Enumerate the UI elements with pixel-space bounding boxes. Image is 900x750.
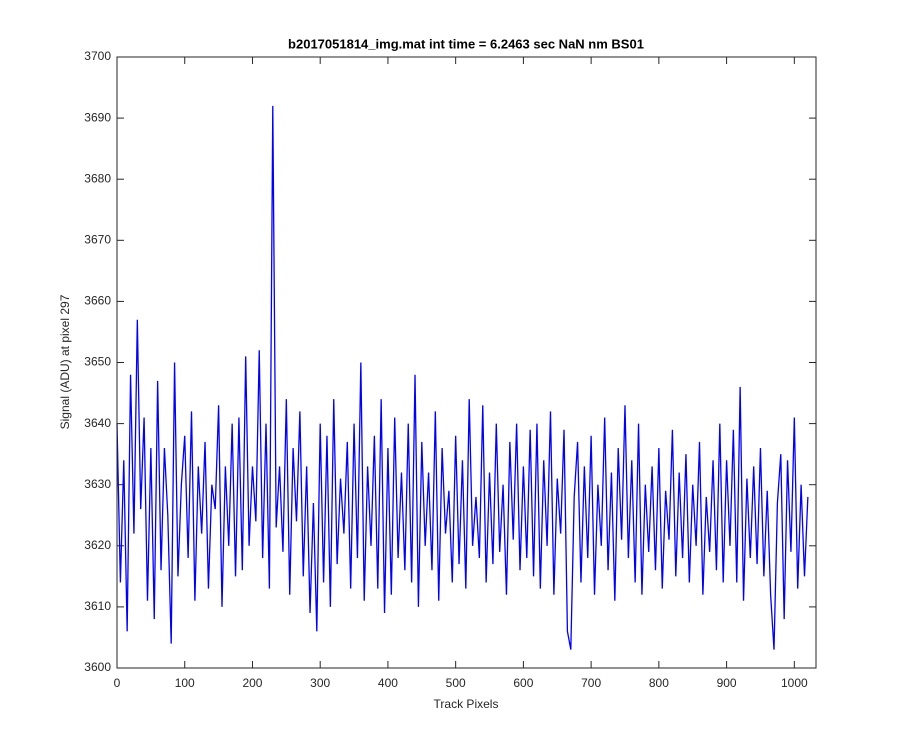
y-tick-label: 3670 xyxy=(84,232,111,246)
chart-title: b2017051814_img.mat int time = 6.2463 se… xyxy=(288,36,644,51)
x-tick-label: 300 xyxy=(310,676,330,690)
x-tick-label: 800 xyxy=(649,676,669,690)
x-tick-label: 1000 xyxy=(781,676,808,690)
x-tick-label: 100 xyxy=(175,676,195,690)
y-tick-label: 3640 xyxy=(84,416,111,430)
y-tick-label: 3690 xyxy=(84,110,111,124)
x-axis-label: Track Pixels xyxy=(434,697,499,711)
y-tick-label: 3650 xyxy=(84,355,111,369)
y-tick-label: 3680 xyxy=(84,171,111,185)
y-tick-label: 3600 xyxy=(84,660,111,674)
x-tick-label: 0 xyxy=(114,676,121,690)
x-tick-label: 400 xyxy=(378,676,398,690)
data-line xyxy=(116,105,809,650)
y-tick-label: 3700 xyxy=(84,49,111,63)
x-tick-label: 600 xyxy=(513,676,533,690)
y-tick-label: 3610 xyxy=(84,599,111,613)
y-axis-label: Signal (ADU) at pixel 297 xyxy=(58,294,72,429)
y-tick-label: 3660 xyxy=(84,294,111,308)
x-tick-label: 500 xyxy=(446,676,466,690)
x-tick-label: 900 xyxy=(717,676,737,690)
axes-box xyxy=(116,56,817,669)
x-tick-label: 700 xyxy=(581,676,601,690)
y-tick-label: 3620 xyxy=(84,538,111,552)
y-tick-label: 3630 xyxy=(84,477,111,491)
x-tick-label: 200 xyxy=(242,676,262,690)
